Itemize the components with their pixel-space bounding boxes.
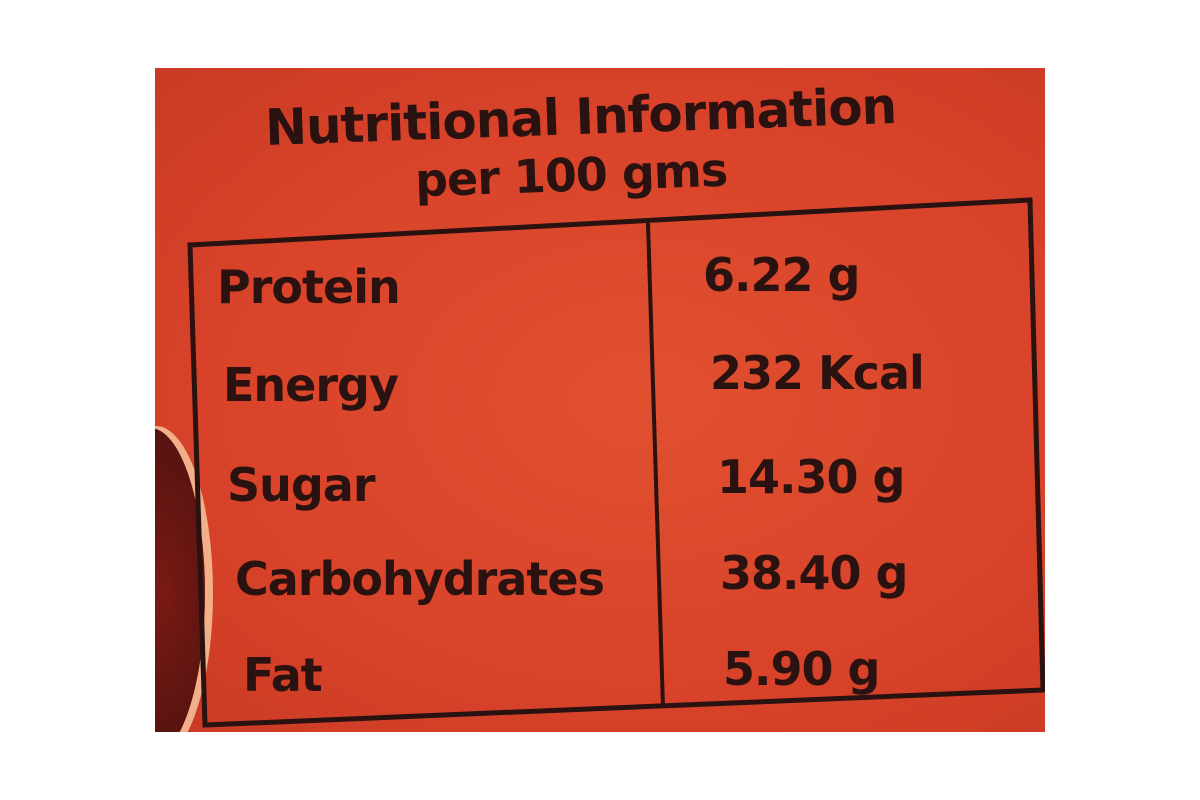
row-value-fat: 5.90 g xyxy=(723,642,880,696)
row-value-carbohydrates: 38.40 g xyxy=(720,546,908,600)
row-value-protein: 6.22 g xyxy=(703,248,860,302)
row-label-carbohydrates: Carbohydrates xyxy=(235,552,605,606)
row-label-protein: Protein xyxy=(217,260,401,314)
row-label-energy: Energy xyxy=(223,358,399,412)
nutrition-label: Nutritional Information per 100 gms Prot… xyxy=(155,68,1045,732)
table-border xyxy=(187,197,1045,728)
row-value-energy: 232 Kcal xyxy=(710,346,925,400)
row-label-fat: Fat xyxy=(243,648,323,702)
row-label-sugar: Sugar xyxy=(227,458,376,512)
row-value-sugar: 14.30 g xyxy=(717,450,905,504)
